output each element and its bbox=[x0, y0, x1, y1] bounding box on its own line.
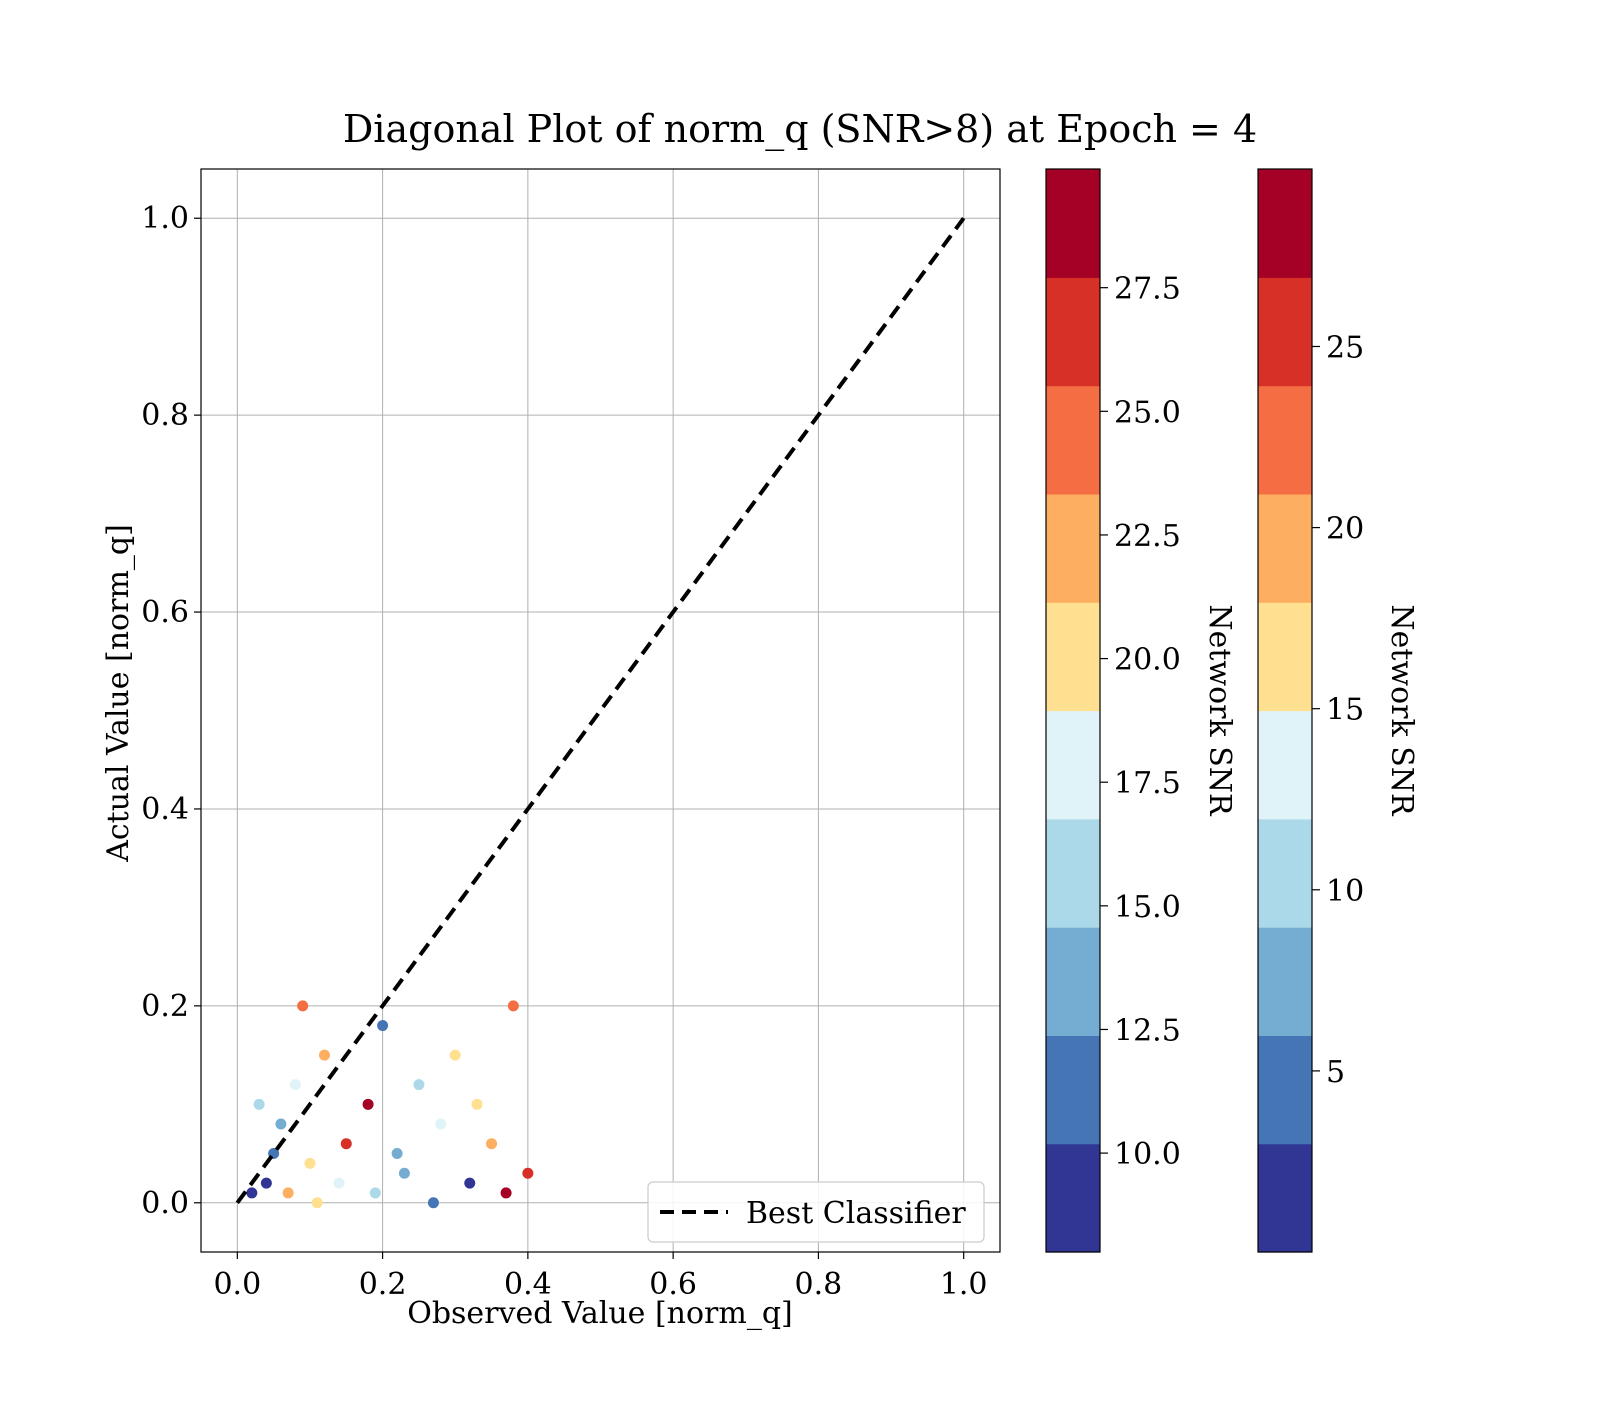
colorbar-label: Network SNR bbox=[1384, 604, 1419, 817]
colorbar-segment bbox=[1046, 710, 1100, 820]
scatter-point bbox=[246, 1187, 258, 1199]
colorbar-segment bbox=[1258, 602, 1312, 712]
y-axis-label: Actual Value [norm_q] bbox=[101, 524, 136, 863]
colorbar-tick-label: 10.0 bbox=[1114, 1137, 1181, 1172]
colorbar-segment bbox=[1046, 927, 1100, 1036]
colorbar-segment bbox=[1046, 169, 1100, 278]
plot-frame bbox=[200, 168, 1001, 1253]
colorbar-segment bbox=[1258, 927, 1312, 1036]
scatter-point bbox=[297, 1000, 309, 1012]
scatter-point bbox=[260, 1177, 272, 1189]
scatter-point bbox=[311, 1197, 323, 1209]
colorbar-tick-label: 12.5 bbox=[1114, 1013, 1181, 1048]
colorbar-tick-label: 5 bbox=[1326, 1055, 1345, 1090]
colorbar-segment bbox=[1258, 493, 1312, 603]
scatter-point bbox=[398, 1167, 410, 1179]
colorbar-frame bbox=[1045, 168, 1101, 1253]
scatter-points bbox=[246, 1000, 534, 1209]
colorbar-segment bbox=[1258, 385, 1312, 495]
scatter-point bbox=[464, 1177, 476, 1189]
colorbar-segment bbox=[1258, 710, 1312, 820]
x-tick-label: 0.8 bbox=[795, 1267, 843, 1302]
colorbar-tick-label: 20 bbox=[1326, 512, 1364, 547]
colorbar-tick-label: 25 bbox=[1326, 330, 1364, 365]
y-tick-label: 0.8 bbox=[141, 398, 189, 433]
colorbar-tick-label: 17.5 bbox=[1114, 766, 1181, 801]
colorbar-segment bbox=[1046, 602, 1100, 712]
colorbar-segment bbox=[1258, 1143, 1312, 1253]
colorbar-label: Network SNR bbox=[1202, 604, 1237, 817]
colorbar-tick-label: 22.5 bbox=[1114, 519, 1181, 554]
grid bbox=[201, 169, 1000, 1252]
y-tick-label: 1.0 bbox=[141, 201, 189, 236]
best-classifier-line bbox=[235, 217, 966, 1204]
scatter-point bbox=[333, 1177, 345, 1189]
scatter-point bbox=[413, 1079, 425, 1091]
colorbar-tick-label: 25.0 bbox=[1114, 395, 1181, 430]
scatter-point bbox=[486, 1138, 498, 1150]
colorbar-tick-label: 15.0 bbox=[1114, 890, 1181, 925]
colorbar-segment bbox=[1258, 169, 1312, 278]
scatter-point bbox=[289, 1079, 301, 1091]
legend-box bbox=[647, 1181, 985, 1243]
scatter-point bbox=[471, 1098, 483, 1110]
x-tick-label: 0.4 bbox=[504, 1267, 552, 1302]
x-tick-label: 1.0 bbox=[940, 1267, 988, 1302]
colorbar-tick-label: 20.0 bbox=[1114, 643, 1181, 678]
colorbar-segment bbox=[1046, 818, 1100, 928]
colorbar-segment bbox=[1046, 1035, 1100, 1145]
scatter-point bbox=[500, 1187, 512, 1199]
axis-ticks: 0.0 0.2 0.4 0.6 0.8 1.0 0.0 0.2 0.4 0.6 0.8 1.0 bbox=[141, 201, 987, 1302]
x-tick-label: 0.2 bbox=[359, 1267, 407, 1302]
colorbar-segment bbox=[1046, 277, 1100, 387]
legend-entry-best-classifier: Best Classifier bbox=[746, 1196, 966, 1231]
scatter-point bbox=[253, 1098, 265, 1110]
colorbar-frame bbox=[1257, 168, 1313, 1253]
scatter-point bbox=[522, 1167, 534, 1179]
x-axis-label: Observed Value [norm_q] bbox=[407, 1296, 793, 1331]
scatter-point bbox=[507, 1000, 519, 1012]
scatter-point bbox=[362, 1098, 374, 1110]
scatter-point bbox=[275, 1118, 287, 1130]
y-tick-label: 0.2 bbox=[141, 989, 189, 1024]
colorbar-2: 5 10 15 20 25 Network SNR bbox=[1257, 168, 1419, 1253]
scatter-point bbox=[369, 1187, 381, 1199]
colorbar-tick-label: 15 bbox=[1326, 693, 1364, 728]
y-tick-label: 0.4 bbox=[141, 792, 189, 827]
colorbar-segment bbox=[1258, 1035, 1312, 1145]
colorbar-segment bbox=[1046, 1143, 1100, 1253]
colorbar-tick-label: 10 bbox=[1326, 874, 1364, 909]
colorbar-segment bbox=[1258, 277, 1312, 387]
colorbar-tick-label: 27.5 bbox=[1114, 272, 1181, 307]
y-tick-label: 0.6 bbox=[141, 595, 189, 630]
colorbar-1: 10.0 12.5 15.0 17.5 20.0 22.5 25.0 27.5 Network … bbox=[1045, 168, 1237, 1253]
scatter-point bbox=[391, 1148, 403, 1160]
scatter-point bbox=[304, 1157, 316, 1169]
colorbar-segment bbox=[1046, 385, 1100, 495]
colorbar-segment bbox=[1046, 493, 1100, 603]
colorbar-segment bbox=[1258, 818, 1312, 928]
legend[interactable]: Best Classifier bbox=[647, 1181, 985, 1243]
chart-title: Diagonal Plot of norm_q (SNR>8) at Epoch… bbox=[343, 107, 1257, 152]
x-tick-label: 0.0 bbox=[213, 1267, 261, 1302]
y-tick-label: 0.0 bbox=[141, 1186, 189, 1221]
scatter-point bbox=[282, 1187, 294, 1199]
scatter-point bbox=[340, 1138, 352, 1150]
scatter-point bbox=[377, 1020, 389, 1032]
x-tick-label: 0.6 bbox=[649, 1267, 697, 1302]
scatter-point bbox=[435, 1118, 447, 1130]
scatter-point bbox=[449, 1049, 461, 1061]
scatter-point bbox=[427, 1197, 439, 1209]
scatter-point bbox=[318, 1049, 330, 1061]
